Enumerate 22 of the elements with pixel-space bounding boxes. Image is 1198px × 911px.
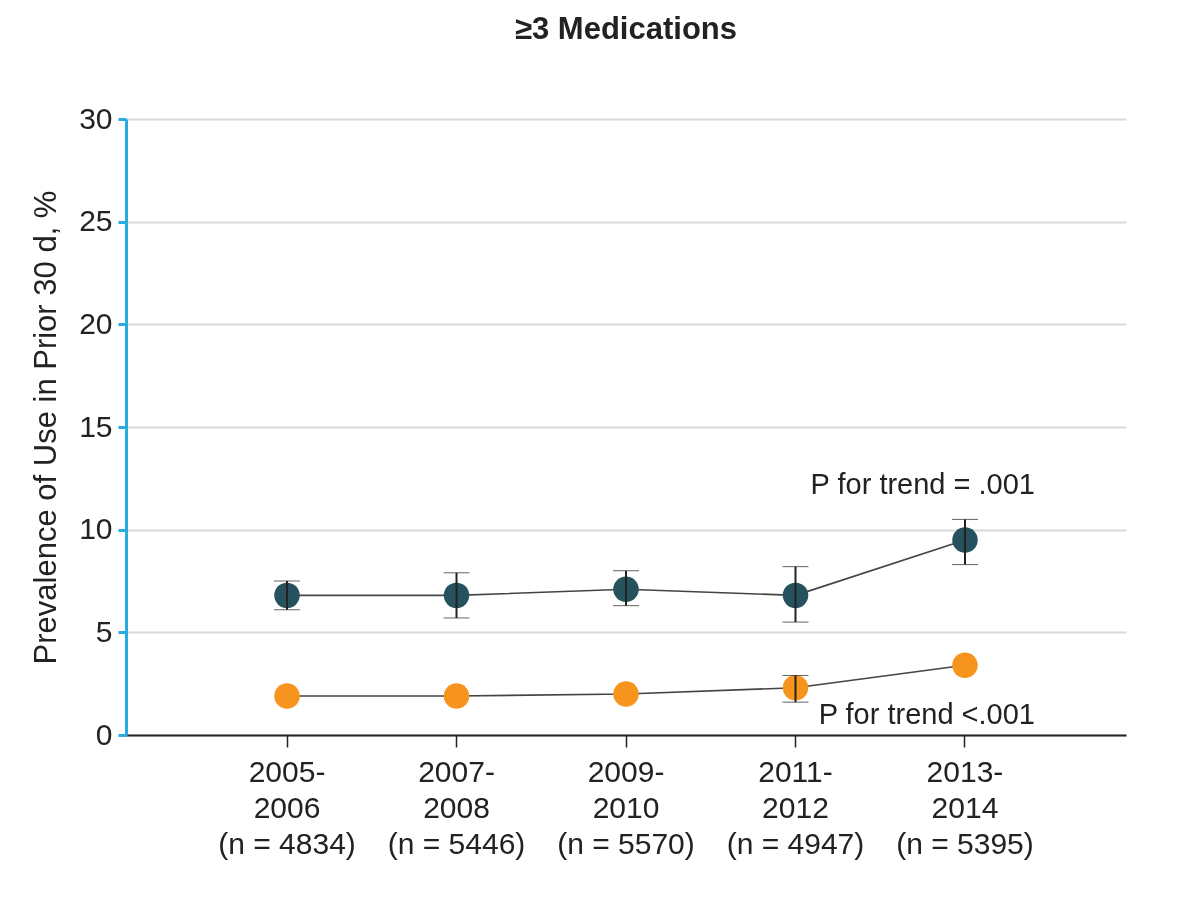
x-tick-label: 2009- 2010 (n = 5570): [557, 754, 695, 860]
y-tick-label: 0: [95, 717, 113, 751]
point: [952, 527, 978, 553]
annotation: P for trend = .001: [810, 467, 1035, 500]
point: [443, 683, 470, 709]
y-tick-label: 30: [79, 101, 113, 135]
y-axis-title: Prevalence of Use in Prior 30 d, %: [28, 190, 64, 665]
point: [274, 683, 300, 709]
x-tick-label: 2007- 2008 (n = 5446): [387, 754, 526, 860]
y-tick-label: 15: [79, 409, 113, 443]
point: [613, 576, 639, 602]
y-tick-label: 10: [79, 512, 113, 546]
y-tick-label: 25: [79, 204, 113, 238]
chart-title: ≥3 Medications: [514, 11, 738, 46]
annotation: P for trend <.001: [818, 698, 1035, 731]
y-tick-label: 5: [95, 614, 113, 648]
point: [952, 652, 978, 678]
x-tick-label: 2005- 2006 (n = 4834): [218, 754, 356, 860]
point: [613, 681, 639, 707]
y-tick-label: 20: [79, 306, 113, 340]
x-tick-label: 2011- 2012 (n = 4947): [726, 754, 865, 860]
x-tick-label: 2013- 2014 (n = 5395): [896, 754, 1034, 860]
